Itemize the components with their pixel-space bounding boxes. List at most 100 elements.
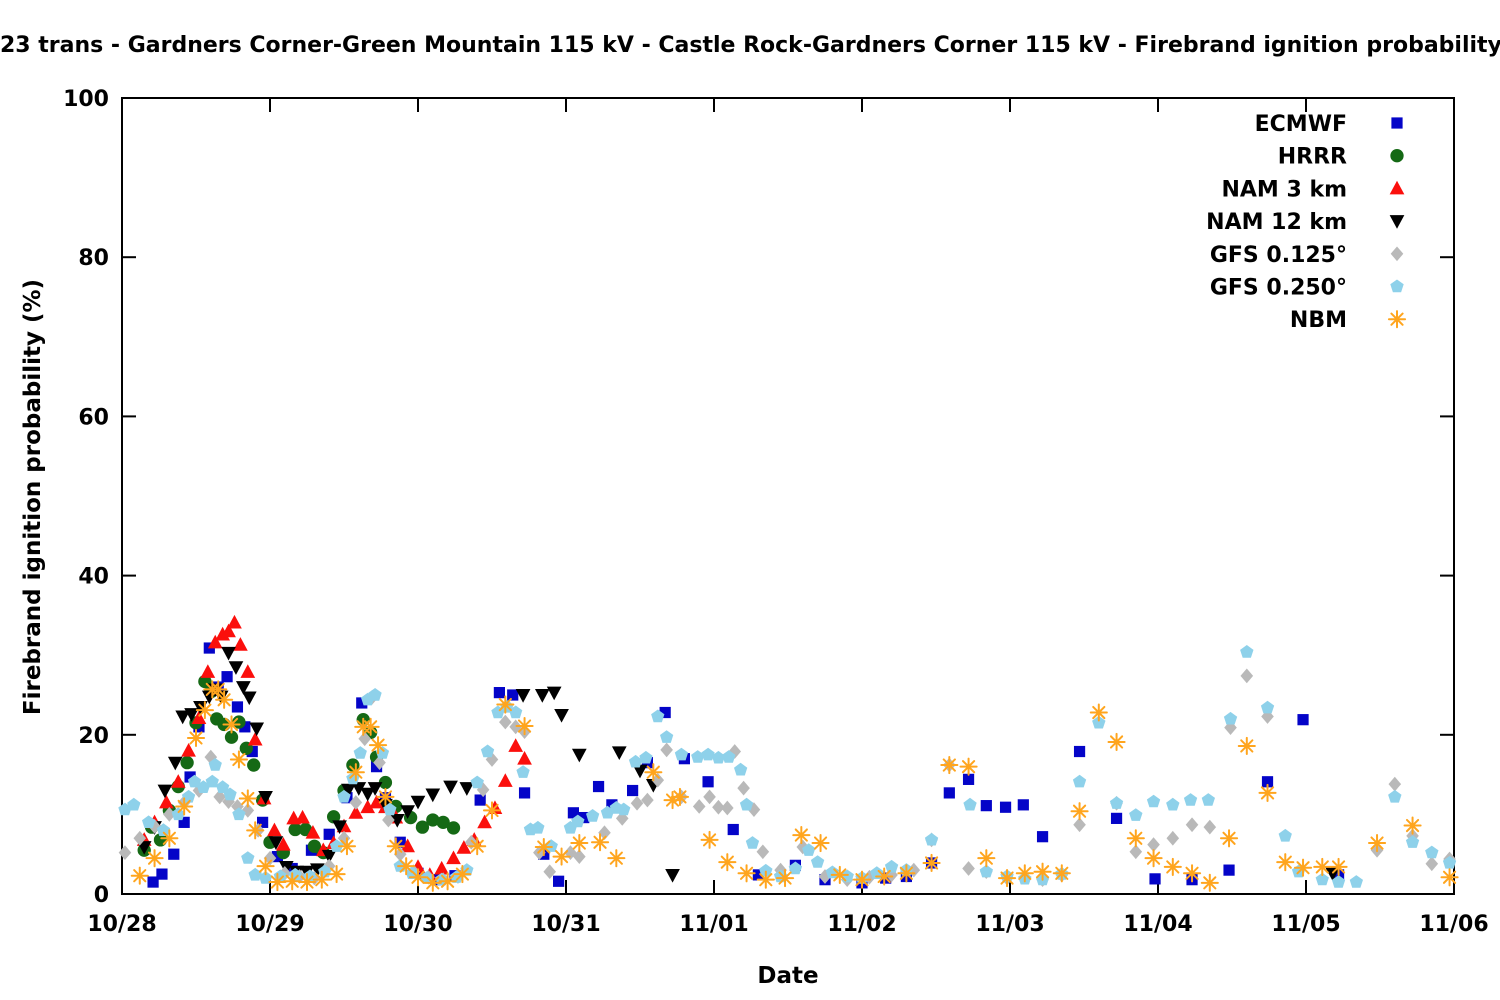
data-point-square (246, 745, 258, 758)
data-point-circle (378, 775, 393, 790)
data-point-pentagon (142, 815, 156, 828)
data-point-asterisk (1313, 857, 1332, 876)
asterisk-stroke (961, 760, 976, 774)
data-point-diamond (118, 845, 132, 860)
data-point-asterisk (215, 690, 234, 709)
data-point-triangle-up (305, 825, 321, 839)
data-point-diamond (598, 825, 611, 841)
asterisk-stroke (241, 791, 255, 806)
data-point-asterisk (1293, 858, 1313, 877)
data-point-pentagon (660, 730, 674, 743)
data-point-triangle-down (157, 784, 173, 799)
data-point-asterisk (700, 830, 719, 849)
data-point-triangle-up (181, 743, 196, 757)
asterisk-stroke (1260, 786, 1275, 800)
asterisk-stroke (232, 752, 246, 767)
data-point-diamond (358, 731, 372, 747)
data-point-asterisk (229, 750, 248, 769)
asterisk-stroke (554, 849, 569, 864)
data-point-triangle-down (236, 681, 251, 695)
data-point-asterisk (145, 849, 164, 868)
data-point-square (1017, 799, 1029, 811)
data-point-pentagon (1183, 793, 1198, 806)
data-point-triangle-up (434, 860, 450, 875)
legend-label-gfs-0-250-: GFS 0.250° (1210, 276, 1347, 301)
data-point-asterisk (1219, 829, 1239, 848)
data-point-triangle-up (348, 805, 364, 819)
data-point-triangle-up (360, 799, 376, 814)
data-point-pentagon (711, 750, 726, 764)
asterisk-stroke (211, 682, 225, 697)
data-point-pentagon (248, 867, 262, 881)
data-point-diamond (692, 799, 706, 814)
data-point-diamond (373, 755, 386, 771)
data-point-square (567, 807, 579, 819)
data-point-triangle-down (175, 710, 191, 725)
data-point-triangle-up (1389, 180, 1405, 195)
data-point-asterisk (175, 797, 194, 816)
asterisk-stroke (162, 831, 176, 845)
data-point-diamond (349, 795, 363, 810)
data-point-asterisk (186, 728, 206, 748)
data-point-asterisk (1033, 862, 1052, 881)
asterisk-stroke (1035, 865, 1050, 879)
data-point-circle (1390, 149, 1404, 163)
data-point-square (980, 800, 992, 812)
asterisk-stroke (778, 871, 792, 885)
legend-label-nam-12-km: NAM 12 km (1206, 210, 1347, 235)
data-point-diamond (703, 789, 716, 805)
data-point-diamond (712, 799, 725, 815)
data-point-diamond (1073, 817, 1086, 833)
asterisk-stroke (1240, 739, 1254, 753)
data-point-asterisk (386, 837, 405, 856)
x-tick-label: 11/05 (1271, 912, 1340, 937)
data-point-pentagon (745, 836, 760, 849)
asterisk-stroke (1203, 876, 1217, 890)
data-point-triangle-down (268, 836, 284, 850)
asterisk-stroke (609, 851, 623, 865)
data-point-pentagon (1390, 279, 1404, 293)
data-point-triangle-up (170, 774, 186, 788)
data-point-triangle-down (228, 661, 244, 675)
data-point-pentagon (171, 807, 185, 821)
data-point-pentagon (1129, 808, 1143, 821)
data-point-asterisk (1403, 816, 1422, 835)
data-point-diamond (485, 752, 499, 767)
data-point-square (1223, 864, 1235, 876)
data-point-circle (247, 758, 261, 772)
data-point-pentagon (329, 839, 344, 852)
data-point-pentagon (617, 802, 631, 816)
data-point-square (257, 816, 269, 828)
data-point-square (147, 876, 159, 888)
data-point-square (999, 801, 1012, 813)
data-point-pentagon (1201, 793, 1215, 806)
plot-border (121, 97, 1455, 895)
data-point-asterisk (130, 866, 149, 885)
asterisk-stroke (572, 836, 586, 850)
data-point-pentagon (1260, 700, 1275, 714)
data-point-asterisk (195, 701, 214, 720)
data-point-asterisk (160, 829, 179, 848)
data-point-diamond (1388, 776, 1402, 792)
data-point-square (1110, 812, 1123, 824)
asterisk-stroke (1166, 860, 1180, 874)
data-point-diamond (263, 850, 277, 866)
asterisk-stroke (364, 720, 378, 734)
data-point-pentagon (586, 809, 600, 822)
x-tick-label: 11/03 (975, 912, 1044, 937)
asterisk-stroke (1185, 866, 1199, 880)
data-point-triangle-up (295, 809, 310, 824)
data-point-pentagon (691, 750, 705, 763)
data-point-square (507, 689, 519, 701)
data-point-asterisk (496, 695, 515, 714)
data-point-asterisk (1015, 864, 1034, 883)
asterisk-stroke (537, 840, 551, 854)
data-point-triangle-up (200, 664, 216, 678)
data-point-asterisk (1070, 802, 1089, 821)
x-tick-label: 10/31 (531, 912, 600, 937)
asterisk-stroke (300, 875, 314, 889)
data-point-asterisk (1144, 849, 1163, 868)
data-point-asterisk (327, 865, 346, 884)
data-point-triangle-down (1325, 867, 1340, 882)
data-point-triangle-up (456, 840, 472, 854)
